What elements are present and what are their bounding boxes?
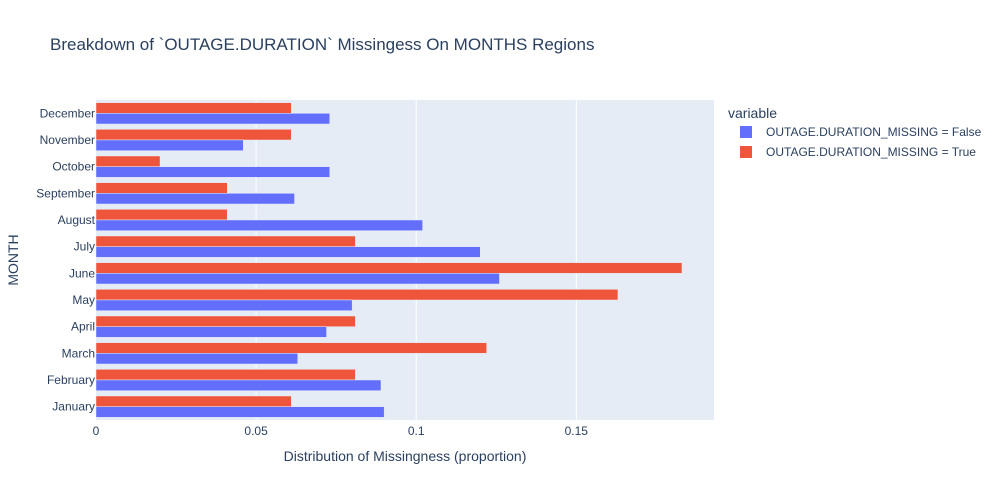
legend-swatch[interactable] xyxy=(740,146,752,158)
x-tick-label: 0 xyxy=(93,424,100,438)
x-axis-title: Distribution of Missingness (proportion) xyxy=(284,448,527,464)
bar-false-april[interactable] xyxy=(95,326,327,338)
plot-area xyxy=(96,100,714,420)
legend[interactable]: variable OUTAGE.DURATION_MISSING = False… xyxy=(728,105,982,159)
y-tick-label: July xyxy=(74,240,95,254)
y-tick-label: February xyxy=(47,373,95,387)
bar-false-august[interactable] xyxy=(95,219,423,231)
bar-true-september[interactable] xyxy=(95,182,228,194)
bar-false-january[interactable] xyxy=(95,406,385,418)
y-tick-label: September xyxy=(36,186,95,200)
bar-false-july[interactable] xyxy=(95,246,481,258)
bar-true-may[interactable] xyxy=(95,289,619,301)
legend-label[interactable]: OUTAGE.DURATION_MISSING = False xyxy=(766,125,982,139)
bar-true-december[interactable] xyxy=(95,102,292,114)
bar-false-may[interactable] xyxy=(95,299,353,311)
x-axis-ticks: 0 0.05 0.1 0.15 xyxy=(93,424,589,438)
bar-false-october[interactable] xyxy=(95,166,331,178)
bar-false-december[interactable] xyxy=(95,113,331,125)
y-tick-label: January xyxy=(52,400,95,414)
x-tick-label: 0.15 xyxy=(565,424,589,438)
bar-false-september[interactable] xyxy=(95,193,295,205)
bar-true-november[interactable] xyxy=(95,129,292,141)
bar-true-january[interactable] xyxy=(95,395,292,407)
y-tick-label: October xyxy=(52,160,95,174)
y-tick-label: May xyxy=(72,293,95,307)
y-tick-label: April xyxy=(71,320,95,334)
legend-label[interactable]: OUTAGE.DURATION_MISSING = True xyxy=(766,145,976,159)
bar-true-march[interactable] xyxy=(95,342,487,354)
bar-true-august[interactable] xyxy=(95,209,228,221)
bar-false-june[interactable] xyxy=(95,273,500,285)
bar-false-february[interactable] xyxy=(95,379,382,391)
x-tick-label: 0.05 xyxy=(244,424,268,438)
bar-false-november[interactable] xyxy=(95,139,244,151)
y-tick-label: December xyxy=(40,106,95,120)
legend-swatch[interactable] xyxy=(740,126,752,138)
y-tick-label: November xyxy=(40,133,95,147)
bar-false-march[interactable] xyxy=(95,353,298,365)
chart-title: Breakdown of `OUTAGE.DURATION` Missinges… xyxy=(50,35,594,54)
bar-true-october[interactable] xyxy=(95,155,161,167)
y-tick-label: August xyxy=(58,213,96,227)
bar-true-june[interactable] xyxy=(95,262,683,274)
x-tick-label: 0.1 xyxy=(408,424,425,438)
bar-true-april[interactable] xyxy=(95,315,356,327)
y-axis-title: MONTH xyxy=(5,234,21,285)
bars xyxy=(95,102,683,418)
legend-title: variable xyxy=(728,105,777,121)
gridlines xyxy=(255,100,577,420)
bar-true-july[interactable] xyxy=(95,235,356,247)
y-tick-label: June xyxy=(69,266,95,280)
y-axis-ticks: January February March April May June July Augu… xyxy=(36,106,95,413)
y-tick-label: March xyxy=(62,346,95,360)
bar-true-february[interactable] xyxy=(95,369,356,381)
